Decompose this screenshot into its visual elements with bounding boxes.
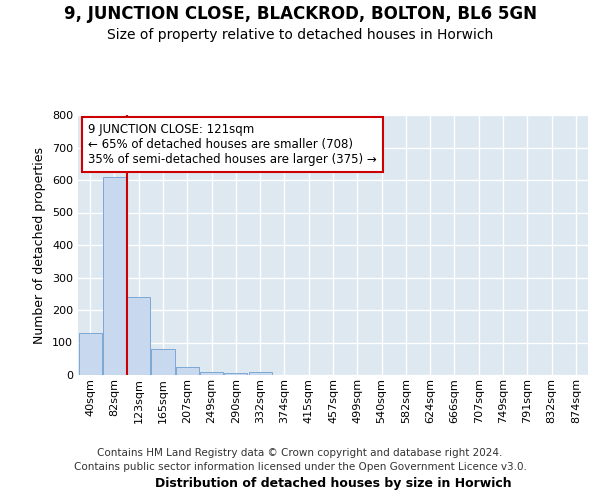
Text: Contains public sector information licensed under the Open Government Licence v3: Contains public sector information licen… <box>74 462 526 472</box>
Bar <box>224 374 247 375</box>
Bar <box>103 177 126 375</box>
Y-axis label: Number of detached properties: Number of detached properties <box>34 146 46 344</box>
Text: Contains HM Land Registry data © Crown copyright and database right 2024.: Contains HM Land Registry data © Crown c… <box>97 448 503 458</box>
Bar <box>248 372 272 375</box>
Text: 9 JUNCTION CLOSE: 121sqm
← 65% of detached houses are smaller (708)
35% of semi-: 9 JUNCTION CLOSE: 121sqm ← 65% of detach… <box>88 123 377 166</box>
Bar <box>151 349 175 375</box>
Bar <box>176 367 199 375</box>
Text: Distribution of detached houses by size in Horwich: Distribution of detached houses by size … <box>155 477 511 490</box>
Bar <box>79 333 101 375</box>
Bar <box>127 297 150 375</box>
Text: Size of property relative to detached houses in Horwich: Size of property relative to detached ho… <box>107 28 493 42</box>
Bar <box>200 372 223 375</box>
Text: 9, JUNCTION CLOSE, BLACKROD, BOLTON, BL6 5GN: 9, JUNCTION CLOSE, BLACKROD, BOLTON, BL6… <box>64 5 536 23</box>
